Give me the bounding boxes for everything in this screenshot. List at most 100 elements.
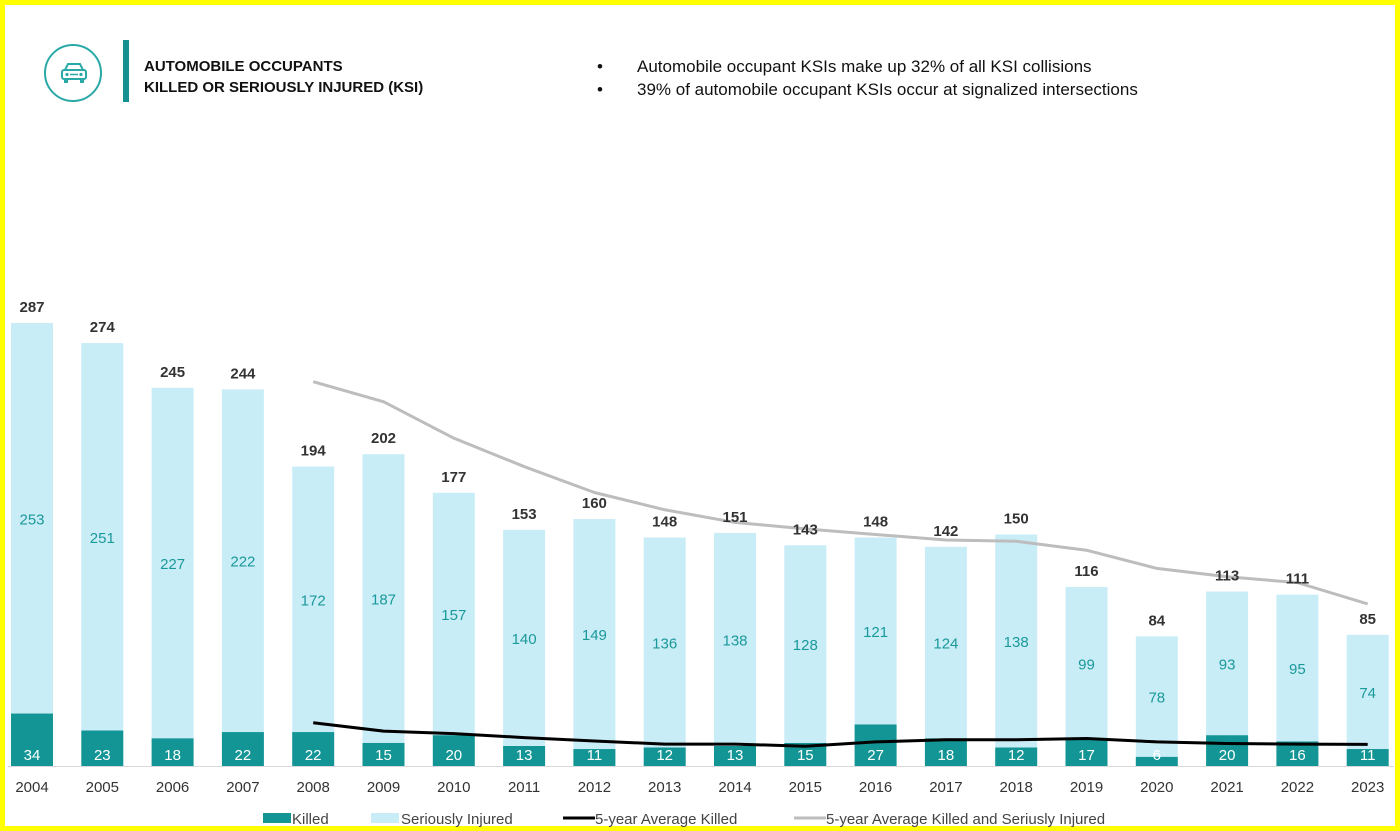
killed-value-label: 27 (867, 747, 884, 764)
total-label: 111 (1286, 571, 1309, 588)
injured-bar (924, 546, 967, 739)
total-label: 194 (301, 443, 327, 460)
killed-value-label: 17 (1078, 747, 1095, 764)
injured-value-label: 121 (863, 624, 888, 641)
injured-bar (432, 492, 475, 736)
injured-value-label: 222 (230, 554, 255, 571)
total-label: 148 (652, 514, 677, 531)
killed-value-label: 13 (516, 747, 533, 764)
fact-item: • Automobile occupant KSIs make up 32% of… (597, 55, 1138, 78)
injured-value-label: 138 (1004, 634, 1029, 651)
injured-bar (503, 529, 546, 746)
injured-value-label: 253 (19, 511, 44, 528)
injured-value-label: 99 (1078, 656, 1095, 673)
killed-value-label: 18 (938, 747, 955, 764)
total-label: 151 (722, 509, 747, 526)
killed-bar (362, 742, 405, 766)
killed-value-label: 11 (587, 747, 603, 764)
killed-value-label: 20 (1219, 747, 1236, 764)
total-label: 142 (933, 523, 958, 540)
killed-bar (784, 742, 827, 766)
legend-avg-killed-label: 5-year Average Killed (595, 811, 737, 828)
total-label: 160 (582, 495, 607, 512)
killed-bar (573, 749, 616, 766)
x-tick-label: 2019 (1070, 779, 1103, 796)
injured-bar (573, 519, 616, 750)
killed-bar (1065, 739, 1108, 766)
fact-text: Automobile occupant KSIs make up 32% of … (637, 57, 1092, 76)
total-label: 244 (230, 365, 256, 382)
total-label: 85 (1359, 611, 1376, 628)
injured-bar (854, 537, 897, 725)
x-tick-label: 2008 (297, 779, 330, 796)
fact-text: 39% of automobile occupant KSIs occur at… (637, 80, 1138, 99)
killed-value-label: 12 (656, 747, 673, 764)
injured-bar (784, 545, 827, 743)
x-tick-label: 2012 (578, 779, 611, 796)
killed-value-label: 20 (445, 747, 462, 764)
injured-bar (1065, 586, 1108, 740)
injured-bar (362, 454, 405, 743)
killed-bar (1346, 749, 1389, 766)
injured-bar (151, 387, 194, 739)
x-tick-label: 2022 (1281, 779, 1314, 796)
killed-bar (503, 745, 546, 766)
bullet-dot: • (597, 57, 603, 76)
total-label: 143 (793, 521, 818, 538)
injured-value-label: 78 (1148, 690, 1165, 707)
x-tick-label: 2013 (648, 779, 681, 796)
killed-value-label: 22 (235, 747, 252, 764)
injured-bar (1276, 594, 1319, 742)
injured-bar (221, 389, 264, 733)
total-label: 177 (441, 469, 466, 486)
killed-value-label: 15 (375, 747, 392, 764)
avg-killed-line (313, 721, 1368, 748)
bullet-dot: • (597, 80, 603, 99)
killed-value-label: 16 (1289, 747, 1306, 764)
title-accent-bar (123, 40, 129, 102)
legend-avg-ksi-label: 5-year Average Killed and Seriusly Injur… (826, 811, 1105, 828)
injured-bar (995, 534, 1038, 748)
legend-killed-swatch (263, 813, 291, 823)
injured-value-label: 124 (933, 636, 958, 653)
injured-value-label: 95 (1289, 661, 1306, 678)
injured-value-label: 138 (722, 632, 747, 649)
x-tick-label: 2006 (156, 779, 189, 796)
total-label: 153 (512, 506, 537, 523)
injured-value-label: 93 (1219, 656, 1236, 673)
total-label: 245 (160, 364, 185, 381)
killed-bar (714, 745, 756, 766)
killed-value-label: 18 (164, 747, 181, 764)
x-tick-label: 2017 (929, 779, 962, 796)
killed-value-label: 34 (24, 747, 41, 764)
injured-value-label: 128 (793, 637, 818, 654)
injured-value-label: 136 (652, 636, 677, 653)
killed-bar (11, 713, 53, 766)
injured-bar (1346, 634, 1389, 750)
killed-bar (995, 747, 1038, 766)
x-tick-label: 2014 (718, 779, 751, 796)
injured-value-label: 251 (90, 530, 115, 547)
x-tick-label: 2009 (367, 779, 400, 796)
injured-value-label: 74 (1359, 685, 1376, 702)
x-tick-label: 2007 (226, 779, 259, 796)
legend-killed-label: Killed (292, 811, 329, 828)
injured-bar (1206, 591, 1249, 736)
injured-value-label: 149 (582, 627, 607, 644)
killed-value-label: 11 (1360, 747, 1376, 764)
title-line-2: KILLED OR SERIOUSLY INJURED (KSI) (144, 79, 424, 96)
injured-value-label: 157 (441, 607, 466, 624)
injured-bar (1135, 636, 1178, 757)
injured-bar (643, 537, 686, 748)
x-tick-label: 2016 (859, 779, 892, 796)
legend-injured-swatch (371, 813, 399, 823)
fact-item: • 39% of automobile occupant KSIs occur a… (597, 78, 1138, 101)
x-tick-label: 2004 (15, 779, 48, 796)
killed-bar (1135, 756, 1178, 766)
killed-value-label: 15 (797, 747, 814, 764)
killed-bar (81, 730, 124, 766)
total-label: 150 (1004, 510, 1029, 527)
killed-bar (151, 738, 194, 766)
total-label: 84 (1148, 612, 1165, 629)
